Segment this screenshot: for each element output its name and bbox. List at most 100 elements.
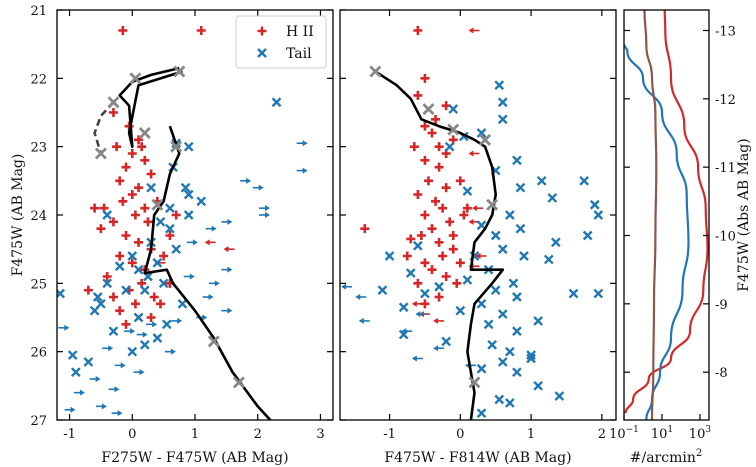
panel2-xlabel: F475W - F814W (AB Mag) — [384, 450, 571, 466]
panel2-series1-point-11 — [441, 183, 451, 193]
panel2-series1-point-39 — [431, 114, 441, 124]
panel1-series4-point-8 — [205, 225, 217, 232]
panel1-track-marker-5 — [138, 127, 151, 139]
panel1-series4-point-2 — [296, 167, 308, 174]
panel1-ytick-label-3: 23 — [30, 141, 47, 156]
panel3-frame — [623, 9, 710, 421]
panel2-series3-point-7 — [444, 141, 455, 152]
panel1-series3-point-37 — [96, 298, 106, 309]
panel2-series1-point-34 — [409, 142, 419, 152]
panel1-plot-area — [57, 26, 308, 420]
panel2-series1-point-14 — [420, 210, 430, 220]
panel2-series1-point-19 — [448, 244, 458, 254]
panel1-series3-point-3 — [183, 141, 194, 152]
panel3-xlabel-sup: 2 — [696, 448, 702, 459]
panel2-series1-point-7 — [434, 142, 444, 152]
panel2-series1-point-20 — [438, 251, 448, 261]
panel1-xtick-label-5: 3 — [316, 427, 324, 442]
panel1-series3-point-28 — [83, 357, 94, 367]
panel2-series1-point-18 — [434, 237, 444, 247]
panel1-series3-point-38 — [139, 339, 150, 350]
panel1-series4-point-3 — [240, 177, 252, 184]
panel1-xtick-label-1: -1 — [63, 427, 76, 442]
axis-ticks: -1 0 1 2 3 -1 0 1 221222324252627-13-12-11-10-9-… — [30, 4, 735, 442]
panel2-series3-point-12 — [579, 175, 590, 186]
panel2-series1-point-27 — [402, 251, 412, 261]
panel2-series3-point-26 — [384, 251, 395, 261]
legend: H II Tail — [235, 15, 327, 69]
panel1-series3-point-6 — [183, 189, 194, 200]
panel2-series1-point-30 — [452, 278, 462, 288]
panel2-series3-point-11 — [536, 175, 547, 186]
panel1-series1-point-31 — [146, 313, 156, 322]
panel2-series1-point-31 — [434, 292, 444, 302]
panel2-series3-point-59 — [412, 240, 423, 251]
panel1-series3-point-21 — [92, 292, 103, 302]
panel2-series2-point-2 — [468, 150, 480, 157]
panel2-series3-point-22 — [497, 244, 508, 255]
panel2-series1-point-37 — [413, 190, 423, 199]
panel2-series3-point-52 — [512, 367, 522, 378]
panel1-ytick-label-7: 27 — [30, 414, 47, 429]
panel2-xtick-label-2: 0 — [456, 427, 464, 442]
panel1-series3-point-16 — [133, 264, 144, 275]
panel2-series3-point-58 — [526, 350, 536, 360]
panel1-track-2 — [143, 125, 272, 420]
panel1-series3-point-14 — [152, 257, 163, 268]
panel1-track-marker-9 — [232, 376, 245, 389]
panel3-xlabel: #/arcmin2 — [630, 448, 702, 466]
panel1-series3-point-10 — [165, 223, 175, 234]
panel1-series3-point-1 — [271, 97, 282, 108]
panel2-series3-point-10 — [515, 182, 526, 193]
panel1-series4-point-17 — [146, 321, 158, 328]
panel2-series3-point-27 — [405, 268, 416, 278]
panel2-series4-point-1 — [341, 283, 353, 290]
panel2-series3-point-31 — [434, 281, 444, 292]
panel1-series3-point-24 — [133, 312, 144, 323]
panel1-xlabel: F275W - F475W (AB Mag) — [101, 450, 288, 466]
panel1-series1-point-40 — [112, 142, 122, 152]
panel1-series4-point-26 — [108, 386, 120, 393]
panel2-series3-point-14 — [589, 199, 600, 210]
panel1-series3-point-12 — [171, 244, 182, 255]
panel1-series1-point-17 — [143, 217, 153, 227]
panel2-series4-point-4 — [358, 317, 370, 324]
panel1-xtick-label-4: 2 — [254, 427, 262, 442]
panel2-track-marker-6 — [468, 376, 481, 389]
panel2-series3-point-53 — [533, 380, 544, 391]
panel2-series1-point-17 — [416, 231, 426, 240]
panel2-series1-point-15 — [445, 217, 455, 227]
legend-label-hii: H II — [286, 24, 314, 40]
panel1-series3-point-33 — [155, 216, 166, 227]
panel2-series3-point-48 — [504, 346, 515, 357]
panel1-series1-point-6 — [127, 149, 137, 158]
panel2-track-marker-5 — [486, 198, 499, 211]
panel3-ytick-label-5: -9 — [715, 298, 728, 313]
panel1-series4-point-13 — [202, 294, 214, 300]
panel2-series1-point-5 — [420, 121, 430, 131]
panel1-series2-point-2 — [204, 239, 216, 246]
panel2-series3-point-54 — [494, 394, 505, 405]
panel1-series1-point-18 — [121, 231, 131, 240]
panel2-series3-point-42 — [533, 316, 544, 326]
panel1-series1-point-14 — [140, 203, 150, 213]
panel2-series1-point-8 — [420, 155, 430, 165]
panel1-series1-point-34 — [165, 231, 175, 240]
panel2-series1-point-38 — [459, 210, 469, 220]
panel2-series1-point-33 — [462, 203, 472, 213]
panel2-plot-area — [341, 26, 604, 420]
panel2-series3-point-37 — [593, 288, 604, 299]
panel2-series2-point-1 — [468, 27, 480, 34]
panel1-series4-point-10 — [221, 266, 233, 273]
panel1-series4-point-9 — [186, 239, 198, 246]
panel1-series4-point-4 — [252, 184, 264, 191]
panel1-series3-point-9 — [183, 210, 194, 220]
panel1-series3-point-18 — [102, 278, 113, 289]
panel3-curve-3 — [643, 10, 658, 420]
panel2-series1-point-10 — [423, 176, 433, 186]
panel2-series3-point-34 — [420, 288, 430, 299]
panel1-series1-point-41 — [137, 142, 147, 152]
panel2-series3-point-15 — [504, 210, 515, 220]
panel2-series3-point-29 — [462, 275, 473, 285]
panel2-series1-point-26 — [406, 234, 416, 244]
